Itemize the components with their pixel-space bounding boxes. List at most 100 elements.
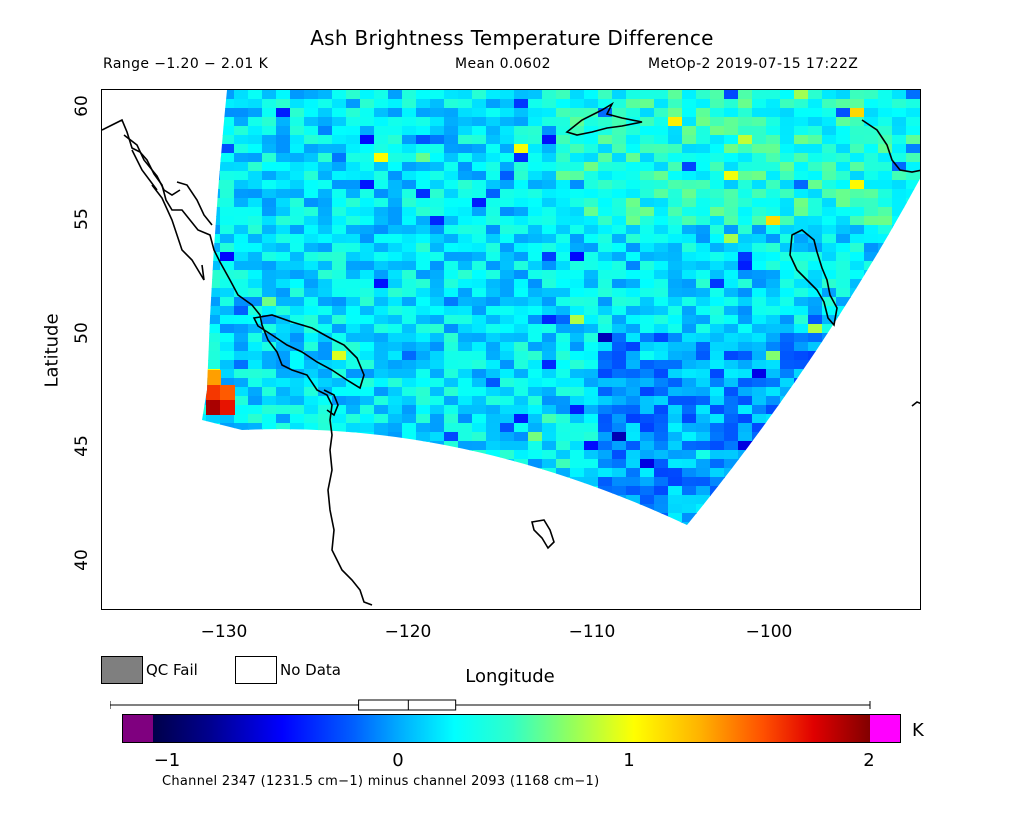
swath-cell bbox=[416, 234, 431, 244]
swath-cell bbox=[220, 126, 235, 136]
swath-cell bbox=[430, 315, 445, 325]
swath-cell bbox=[430, 369, 445, 379]
swath-cell bbox=[780, 243, 795, 253]
swath-cell bbox=[332, 324, 347, 334]
swath-cell bbox=[640, 522, 655, 525]
swath-cell bbox=[360, 99, 375, 109]
swath-cell bbox=[668, 522, 683, 525]
swath-cell bbox=[248, 396, 263, 406]
swath-cell bbox=[332, 306, 347, 316]
swath-cell bbox=[822, 450, 837, 460]
swath-cell bbox=[486, 495, 501, 505]
swath-cell bbox=[612, 441, 627, 451]
swath-cell bbox=[248, 459, 263, 469]
swath-cell bbox=[696, 441, 711, 451]
swath-cell bbox=[220, 378, 235, 388]
swath-cell bbox=[374, 297, 389, 307]
swath-cell bbox=[402, 135, 417, 145]
swath-cell bbox=[696, 459, 711, 469]
swath-cell bbox=[556, 153, 571, 163]
swath-cell bbox=[416, 432, 431, 442]
swath-cell bbox=[276, 261, 291, 271]
swath-cell bbox=[808, 306, 823, 316]
swath-cell bbox=[360, 486, 375, 496]
swath-cell bbox=[206, 306, 221, 316]
swath-cell bbox=[654, 180, 669, 190]
swath-cell bbox=[766, 333, 781, 343]
swath-cell bbox=[780, 270, 795, 280]
swath-cell bbox=[682, 126, 697, 136]
swath-cell bbox=[892, 513, 907, 523]
swath-cell bbox=[234, 414, 249, 424]
swath-cell bbox=[794, 297, 809, 307]
swath-cell bbox=[542, 342, 557, 352]
swath-cell bbox=[626, 252, 641, 262]
swath-cell bbox=[654, 396, 669, 406]
swath-cell bbox=[290, 414, 305, 424]
swath-cell bbox=[612, 279, 627, 289]
swath-cell bbox=[472, 414, 487, 424]
swath-cell bbox=[206, 153, 221, 163]
swath-cell bbox=[332, 297, 347, 307]
swath-cell bbox=[318, 225, 333, 235]
swath-cell bbox=[640, 189, 655, 199]
swath-cell bbox=[878, 90, 893, 100]
swath-cell bbox=[556, 135, 571, 145]
swath-cell bbox=[668, 279, 683, 289]
swath-cell bbox=[696, 198, 711, 208]
swath-cell bbox=[290, 396, 305, 406]
swath-cell bbox=[794, 414, 809, 424]
swath-cell bbox=[612, 450, 627, 460]
swath-cell bbox=[892, 324, 907, 334]
swath-cell bbox=[556, 486, 571, 496]
swath-cell bbox=[682, 117, 697, 127]
swath-cell bbox=[374, 450, 389, 460]
swath-cell bbox=[696, 396, 711, 406]
swath-cell bbox=[388, 153, 403, 163]
swath-cells bbox=[202, 90, 921, 525]
swath-cell bbox=[220, 216, 235, 226]
swath-cell bbox=[794, 288, 809, 298]
swath-cell bbox=[500, 522, 515, 525]
swath-cell bbox=[724, 360, 739, 370]
swath-cell bbox=[202, 315, 207, 325]
swath-cell bbox=[388, 477, 403, 487]
swath-cell bbox=[808, 396, 823, 406]
swath-cell bbox=[640, 90, 655, 100]
swath-cell bbox=[360, 306, 375, 316]
swath-cell bbox=[514, 162, 529, 172]
swath-cell bbox=[892, 252, 907, 262]
swath-cell bbox=[892, 297, 907, 307]
swath-cell bbox=[388, 486, 403, 496]
swath-cell bbox=[584, 360, 599, 370]
swath-cell bbox=[920, 486, 921, 496]
swath-cell bbox=[346, 117, 361, 127]
swath-cell bbox=[528, 135, 543, 145]
swath-cell bbox=[570, 234, 585, 244]
swath-cell bbox=[696, 333, 711, 343]
swath-cell bbox=[682, 198, 697, 208]
swath-cell bbox=[710, 513, 725, 523]
footnote: Channel 2347 (1231.5 cm−1) minus channel… bbox=[162, 774, 600, 789]
swath-cell bbox=[514, 414, 529, 424]
swath-cell bbox=[780, 396, 795, 406]
swath-cell bbox=[570, 126, 585, 136]
swath-cell bbox=[668, 459, 683, 469]
swath-cell bbox=[696, 387, 711, 397]
swath-cell bbox=[444, 216, 459, 226]
swath-cell bbox=[612, 270, 627, 280]
swath-cell bbox=[598, 117, 613, 127]
swath-cell bbox=[332, 342, 347, 352]
swath-cell bbox=[570, 423, 585, 433]
swath-cell bbox=[598, 252, 613, 262]
swath-cell bbox=[388, 279, 403, 289]
swath-cell bbox=[500, 297, 515, 307]
swath-cell bbox=[234, 117, 249, 127]
swath-cell bbox=[864, 387, 879, 397]
swath-cell bbox=[794, 117, 809, 127]
swath-cell bbox=[248, 252, 263, 262]
swath-cell bbox=[262, 423, 277, 433]
swath-cell bbox=[486, 360, 501, 370]
swath-cell bbox=[836, 279, 851, 289]
swath-cell bbox=[780, 351, 795, 361]
